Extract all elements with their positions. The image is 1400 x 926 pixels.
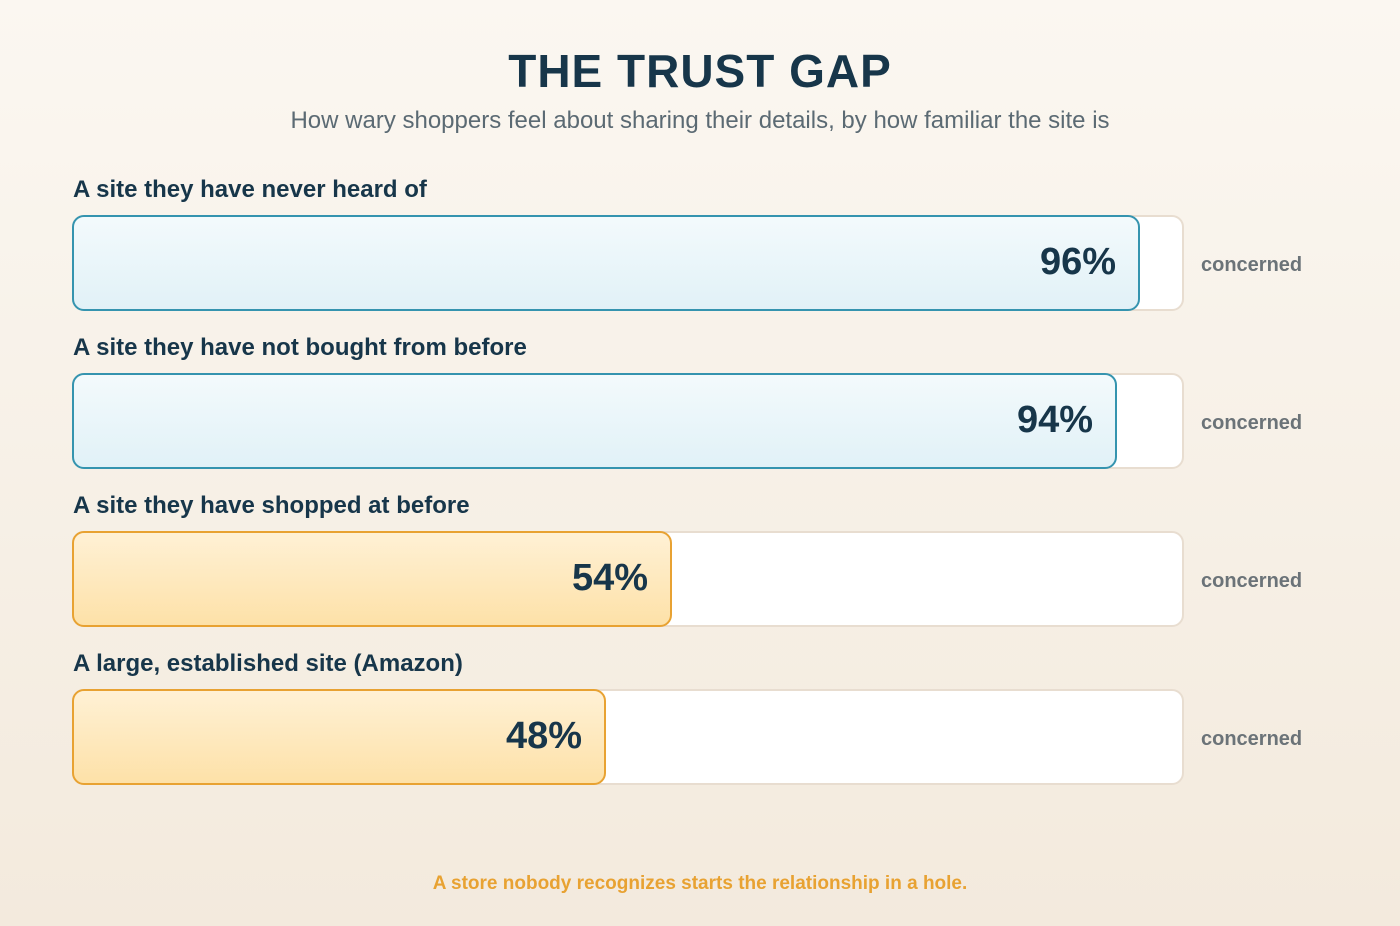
bar: 48%: [72, 689, 606, 785]
bar-row: A site they have shopped at before 54% c…: [72, 492, 1332, 650]
value-label: 96%: [1039, 241, 1116, 283]
bar-row: A large, established site (Amazon) 48% c…: [72, 650, 1332, 808]
value-label: 94%: [1016, 399, 1093, 441]
category-label: A site they have shopped at before: [73, 492, 470, 519]
value-label: 54%: [571, 557, 648, 599]
bar: 94%: [72, 373, 1117, 469]
unit-label: concerned: [1201, 570, 1303, 592]
bar: 54%: [72, 531, 672, 627]
bar: 96%: [72, 215, 1140, 311]
value-label: 48%: [505, 715, 582, 757]
bar-row: A site they have not bought from before …: [72, 334, 1332, 492]
unit-label: concerned: [1201, 254, 1303, 276]
chart-subtitle: How wary shoppers feel about sharing the…: [290, 107, 1110, 134]
chart-title: THE TRUST GAP: [508, 45, 892, 97]
category-label: A site they have never heard of: [73, 176, 427, 203]
unit-label: concerned: [1201, 412, 1303, 434]
category-label: A large, established site (Amazon): [73, 650, 463, 677]
bar-row: A site they have never heard of 96% conc…: [72, 176, 1332, 334]
unit-label: concerned: [1201, 728, 1303, 750]
annotation: A store nobody recognizes starts the rel…: [432, 873, 968, 894]
bar-rows: A site they have never heard of 96% conc…: [72, 176, 1332, 808]
category-label: A site they have not bought from before: [73, 334, 527, 361]
